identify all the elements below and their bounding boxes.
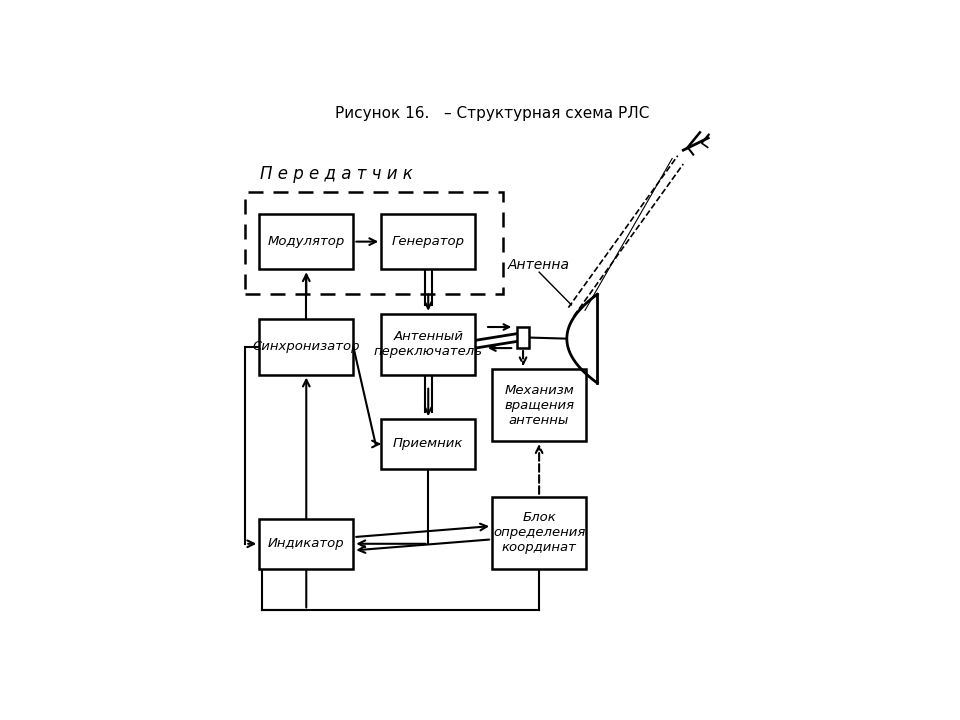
Text: Синхронизатор: Синхронизатор — [252, 341, 360, 354]
Text: Приемник: Приемник — [393, 438, 464, 451]
FancyBboxPatch shape — [259, 214, 353, 269]
FancyBboxPatch shape — [381, 419, 475, 469]
FancyBboxPatch shape — [516, 327, 529, 348]
Text: Модулятор: Модулятор — [268, 235, 345, 248]
FancyBboxPatch shape — [259, 519, 353, 569]
Text: Индикатор: Индикатор — [268, 537, 345, 550]
FancyBboxPatch shape — [259, 319, 353, 374]
Text: Генератор: Генератор — [392, 235, 465, 248]
Text: Антенна: Антенна — [508, 258, 570, 272]
Text: П е р е д а т ч и к: П е р е д а т ч и к — [260, 166, 413, 184]
Text: Антенный
переключатель: Антенный переключатель — [373, 330, 483, 358]
Text: Блок
определения
координат: Блок определения координат — [492, 511, 586, 554]
FancyBboxPatch shape — [381, 214, 475, 269]
Text: Механизм
вращения
антенны: Механизм вращения антенны — [504, 384, 574, 427]
FancyBboxPatch shape — [381, 314, 475, 374]
FancyBboxPatch shape — [492, 497, 587, 569]
Text: Рисунок 16.   – Структурная схема РЛС: Рисунок 16. – Структурная схема РЛС — [335, 106, 649, 121]
FancyBboxPatch shape — [492, 369, 587, 441]
